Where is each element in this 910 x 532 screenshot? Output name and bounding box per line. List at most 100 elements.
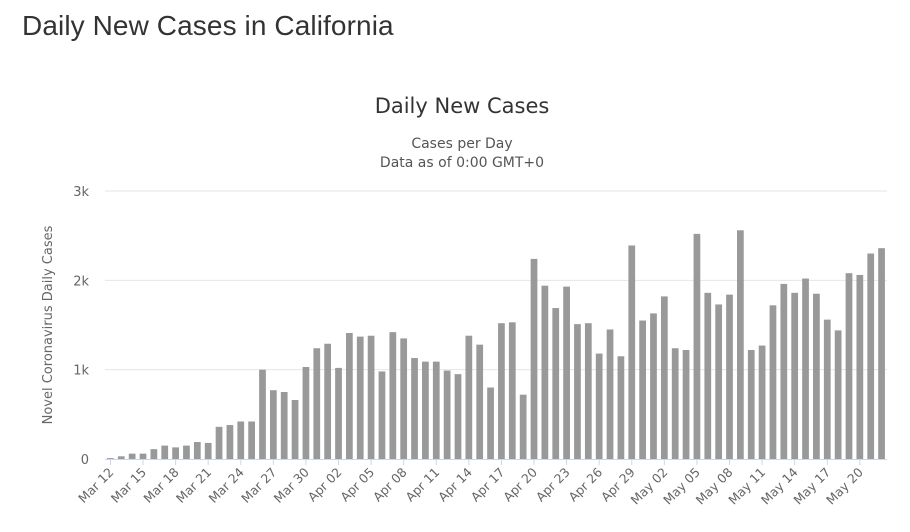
chart-subtitle-line-1: Cases per Day <box>411 136 512 152</box>
bar[interactable] <box>465 335 473 459</box>
bar[interactable] <box>639 320 646 459</box>
bar[interactable] <box>454 374 462 459</box>
bar[interactable] <box>172 447 179 459</box>
bar[interactable] <box>704 292 712 459</box>
bar[interactable] <box>498 323 505 459</box>
bar[interactable] <box>389 332 397 459</box>
bar[interactable] <box>378 371 386 459</box>
bar[interactable] <box>715 304 723 459</box>
x-tick-label: Mar 18 <box>140 464 181 505</box>
bar[interactable] <box>150 449 158 459</box>
chart-subtitle-line-2: Data as of 0:00 GMT+0 <box>380 155 544 171</box>
x-tick-label: Apr 02 <box>305 465 345 505</box>
bar[interactable] <box>823 319 831 459</box>
bar[interactable] <box>878 248 885 459</box>
bar[interactable] <box>215 426 223 459</box>
x-tick-label: Apr 05 <box>337 465 377 505</box>
bar[interactable] <box>856 274 864 459</box>
bar[interactable] <box>682 350 690 459</box>
bar[interactable] <box>617 356 625 459</box>
bar[interactable] <box>280 392 288 459</box>
bar[interactable] <box>802 278 809 459</box>
bar[interactable] <box>193 442 201 459</box>
bar-series <box>107 230 885 459</box>
bar[interactable] <box>660 296 668 459</box>
x-tick-label: Apr 08 <box>370 464 410 504</box>
bar[interactable] <box>183 445 190 459</box>
bar[interactable] <box>226 425 234 459</box>
bar[interactable] <box>269 390 277 459</box>
bar[interactable] <box>747 350 755 459</box>
chart-title: Daily New Cases <box>375 94 550 118</box>
bar[interactable] <box>335 367 342 459</box>
bar[interactable] <box>584 323 592 459</box>
bar[interactable] <box>139 453 147 459</box>
bar[interactable] <box>302 366 310 459</box>
y-tick-label: 0 <box>81 453 89 468</box>
bar[interactable] <box>107 458 114 459</box>
y-axis-label: Novel Coronavirus Daily Cases <box>41 225 56 424</box>
bar[interactable] <box>650 313 657 459</box>
x-tick-label: Apr 26 <box>565 464 605 504</box>
y-tick-label: 2k <box>73 274 89 289</box>
bar[interactable] <box>541 285 549 459</box>
bar[interactable] <box>574 324 581 459</box>
bar[interactable] <box>726 294 733 459</box>
bar[interactable] <box>834 330 842 459</box>
bar[interactable] <box>791 292 799 459</box>
bar[interactable] <box>563 286 570 459</box>
bar[interactable] <box>758 345 766 459</box>
bar[interactable] <box>204 442 212 459</box>
bar[interactable] <box>487 387 494 459</box>
x-tick-label: Apr 17 <box>468 465 508 505</box>
bar[interactable] <box>432 361 440 459</box>
page-title: Daily New Cases in California <box>22 10 394 41</box>
x-tick-label: Apr 20 <box>500 464 540 504</box>
bar[interactable] <box>291 400 299 459</box>
bar[interactable] <box>628 245 636 459</box>
bar[interactable] <box>737 230 744 459</box>
grid-lines <box>105 190 887 371</box>
bar[interactable] <box>693 233 701 459</box>
bar[interactable] <box>128 453 136 459</box>
x-tick-label: Mar 30 <box>271 464 312 505</box>
y-axis-ticks: 0 1k 2k 3k <box>73 185 89 468</box>
bar[interactable] <box>356 336 364 459</box>
bar[interactable] <box>259 369 266 459</box>
bar[interactable] <box>367 335 375 459</box>
bar[interactable] <box>606 329 614 459</box>
bar[interactable] <box>780 283 788 459</box>
x-tick-label: Mar 27 <box>238 465 279 506</box>
bar[interactable] <box>117 456 125 459</box>
bar[interactable] <box>422 361 429 459</box>
bar[interactable] <box>508 322 516 459</box>
bar[interactable] <box>313 348 321 459</box>
bar[interactable] <box>324 343 332 459</box>
bar[interactable] <box>519 394 527 459</box>
bar[interactable] <box>867 253 875 459</box>
y-tick-label: 3k <box>73 185 89 200</box>
bar[interactable] <box>346 333 353 459</box>
x-tick-label: Mar 21 <box>173 465 214 506</box>
bar[interactable] <box>530 258 538 459</box>
bar[interactable] <box>161 445 169 459</box>
bar[interactable] <box>813 293 820 459</box>
bar[interactable] <box>476 344 484 459</box>
bar[interactable] <box>595 353 603 459</box>
x-tick-label: Apr 11 <box>402 465 442 505</box>
bar[interactable] <box>411 358 418 459</box>
bar[interactable] <box>237 421 245 459</box>
x-tick-label: Apr 23 <box>533 465 573 505</box>
bar[interactable] <box>552 308 560 459</box>
x-tick-label: Mar 12 <box>75 465 116 506</box>
bar[interactable] <box>443 370 451 459</box>
x-tick-label: Mar 24 <box>206 464 247 505</box>
bar[interactable] <box>769 305 777 459</box>
bar[interactable] <box>845 273 853 459</box>
bar[interactable] <box>400 338 408 459</box>
bar[interactable] <box>248 421 255 459</box>
bar[interactable] <box>671 348 679 459</box>
